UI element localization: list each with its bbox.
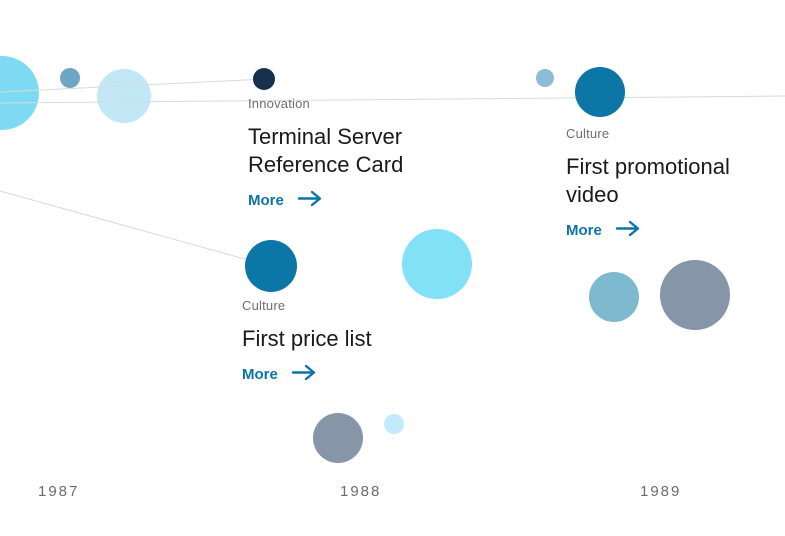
right-arrow-icon [297,190,324,211]
bubble-innovation-terminal-server[interactable] [253,68,275,90]
right-arrow-icon [291,364,318,385]
bubble-gray-medium-bottom[interactable] [313,413,363,463]
more-link-label: More [242,366,278,383]
event-card-price-list: Culture First price list More [242,298,447,385]
event-card-promotional-video: Culture First promotional video More [566,126,771,241]
year-label-1988: 1988 [340,483,382,500]
more-link-promotional-video[interactable]: More [566,220,642,241]
more-link-terminal-server[interactable]: More [248,190,324,211]
bubble-culture-price-list[interactable] [245,240,297,292]
event-category-label: Culture [566,126,610,141]
event-category-label: Culture [242,298,286,313]
year-label-1987: 1987 [38,483,80,500]
more-link-price-list[interactable]: More [242,364,318,385]
bubble-small-light-steel-top-right[interactable] [536,69,554,87]
bubble-small-pale-cyan-bottom[interactable] [384,414,404,434]
bubble-culture-promotional-video[interactable] [575,67,625,117]
event-title: First price list [242,326,372,351]
bubble-large-cyan-center[interactable] [402,229,472,299]
year-label-1989: 1989 [640,483,682,500]
event-category-label: Innovation [248,96,310,111]
right-arrow-icon [615,220,642,241]
event-title: Terminal Server Reference Card [248,124,404,177]
bubble-gray-large-right[interactable] [660,260,730,330]
bubble-steel-blue-medium-right[interactable] [589,272,639,322]
event-title: First promotional video [566,154,730,207]
more-link-label: More [248,192,284,209]
event-card-terminal-server: Innovation Terminal Server Reference Car… [248,96,453,211]
more-link-label: More [566,222,602,239]
